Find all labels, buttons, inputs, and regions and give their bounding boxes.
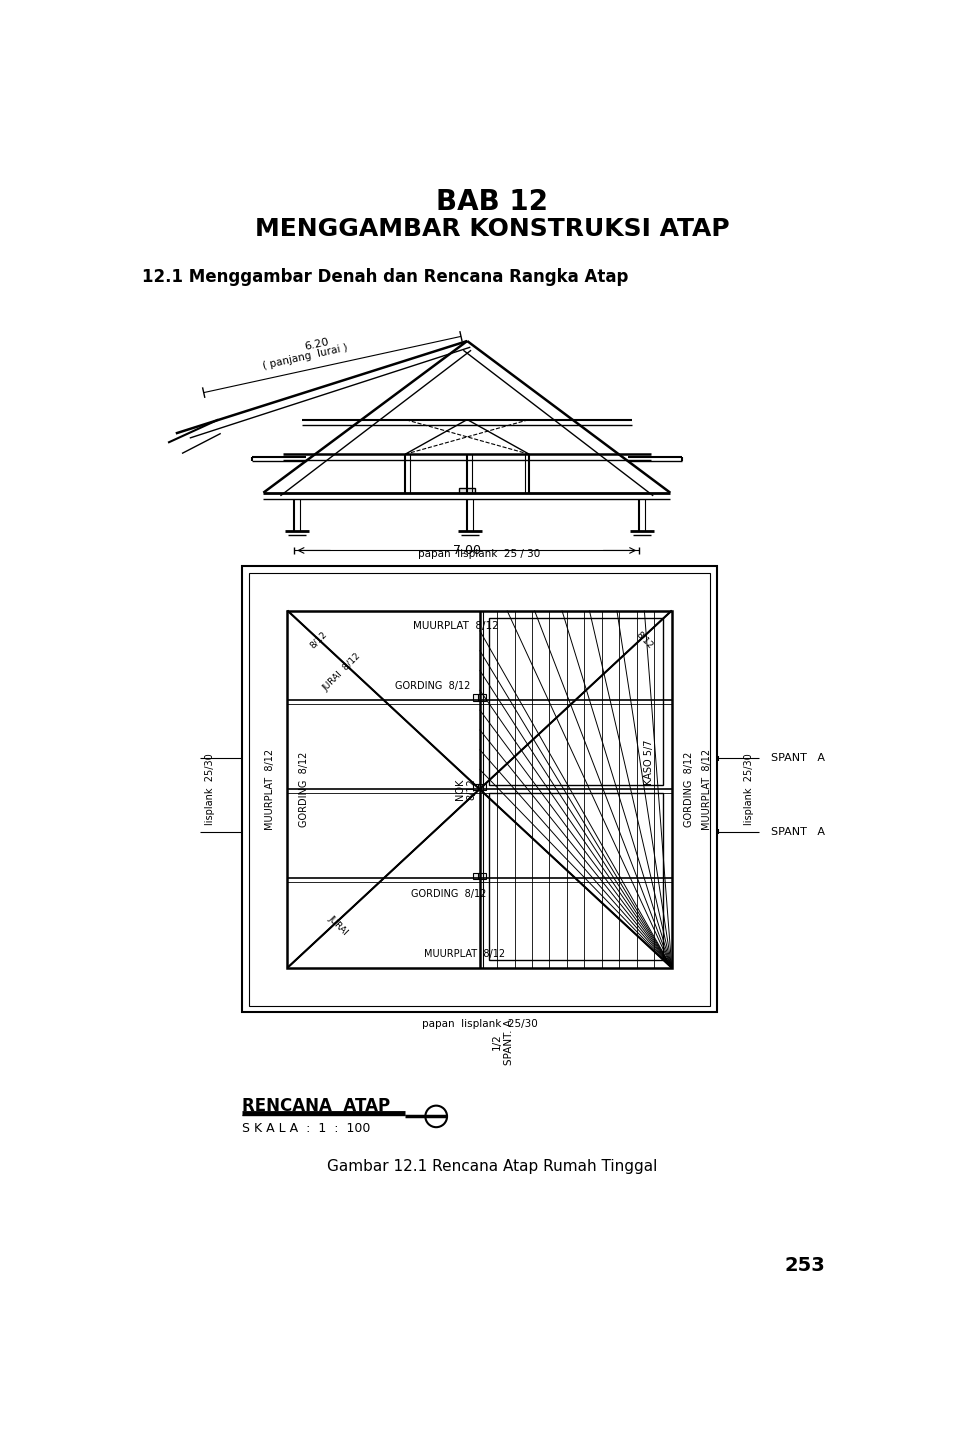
Text: SPANT   A: SPANT A bbox=[771, 827, 825, 837]
Text: 6.20: 6.20 bbox=[303, 338, 330, 352]
Text: MENGGAMBAR KONSTRUKSI ATAP: MENGGAMBAR KONSTRUKSI ATAP bbox=[254, 216, 730, 241]
Bar bbox=[287, 610, 672, 968]
Text: MUURPLAT  8/12: MUURPLAT 8/12 bbox=[414, 620, 499, 631]
Text: MUURPLAT  8/12: MUURPLAT 8/12 bbox=[423, 949, 505, 960]
Bar bbox=[250, 573, 709, 1006]
Text: papan  lisplank  25/30: papan lisplank 25/30 bbox=[421, 1019, 538, 1029]
Text: lisplank  25/30: lisplank 25/30 bbox=[204, 753, 215, 825]
Text: NOK
8/12: NOK 8/12 bbox=[455, 778, 476, 799]
Bar bbox=[460, 488, 475, 492]
Text: JURAI  8/12: JURAI 8/12 bbox=[321, 651, 362, 693]
Text: BAB 12: BAB 12 bbox=[436, 189, 548, 216]
Bar bbox=[478, 694, 486, 701]
Text: ( panjang  lurai ): ( panjang lurai ) bbox=[262, 342, 348, 371]
Text: GORDING  8/12: GORDING 8/12 bbox=[396, 681, 470, 691]
Text: Gambar 12.1 Rencana Atap Rumah Tinggal: Gambar 12.1 Rencana Atap Rumah Tinggal bbox=[326, 1159, 658, 1175]
Text: S K A L A  :  1  :  100: S K A L A : 1 : 100 bbox=[243, 1121, 371, 1134]
Text: 7.00: 7.00 bbox=[453, 544, 481, 557]
Bar bbox=[473, 694, 481, 701]
Text: 8/12: 8/12 bbox=[635, 629, 655, 651]
Bar bbox=[473, 784, 481, 789]
Text: 8/12: 8/12 bbox=[308, 629, 328, 651]
Bar bbox=[473, 873, 481, 879]
Text: JURAI: JURAI bbox=[326, 913, 349, 937]
Text: GORDING  8/12: GORDING 8/12 bbox=[411, 889, 487, 899]
Text: 1/2
SPANT. A: 1/2 SPANT. A bbox=[492, 1019, 514, 1065]
Text: 253: 253 bbox=[784, 1255, 826, 1274]
Bar bbox=[243, 566, 717, 1013]
Text: RENCANA  ATAP: RENCANA ATAP bbox=[243, 1097, 391, 1115]
Text: MUURPLAT  8/12: MUURPLAT 8/12 bbox=[265, 749, 276, 830]
Text: GORDING  8/12: GORDING 8/12 bbox=[684, 752, 694, 827]
Text: SPANT   A: SPANT A bbox=[771, 753, 825, 763]
Text: 12.1 Menggambar Denah dan Rencana Rangka Atap: 12.1 Menggambar Denah dan Rencana Rangka… bbox=[142, 268, 628, 286]
Bar bbox=[489, 618, 662, 785]
Text: KASO 5/7: KASO 5/7 bbox=[643, 739, 654, 785]
Text: papan  lisplank  25 / 30: papan lisplank 25 / 30 bbox=[419, 550, 540, 560]
Text: lisplank  25/30: lisplank 25/30 bbox=[744, 753, 755, 825]
Text: MUURPLAT  8/12: MUURPLAT 8/12 bbox=[702, 749, 711, 830]
Bar bbox=[478, 784, 486, 789]
Bar bbox=[478, 873, 486, 879]
Bar bbox=[489, 794, 662, 960]
Text: GORDING  8/12: GORDING 8/12 bbox=[300, 752, 309, 827]
